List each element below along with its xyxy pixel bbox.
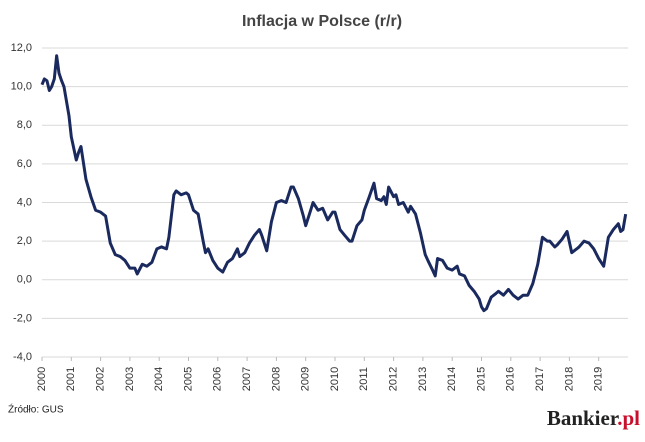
- x-tick-label: 2006: [212, 367, 224, 391]
- y-tick-label: -2,0: [13, 312, 32, 324]
- line: [40, 54, 628, 313]
- x-tick-label: 2017: [534, 367, 546, 391]
- x-tick-label: 2003: [124, 367, 136, 391]
- y-tick-label: 2,0: [17, 235, 32, 247]
- x-tick-label: 2019: [593, 367, 605, 391]
- x-tick-label: 2009: [300, 367, 312, 391]
- x-tick-label: 2013: [417, 367, 429, 391]
- x-tick-label: 2005: [182, 367, 194, 391]
- x-tick-label: 2004: [153, 367, 165, 391]
- source: Źródło: GUS: [8, 403, 64, 416]
- x-tick-label: 2001: [65, 367, 77, 391]
- y-tick-label: 12,0: [11, 42, 32, 54]
- y-tick-label: 10,0: [11, 81, 32, 93]
- x-tick-label: 2015: [475, 367, 487, 391]
- y-tick-label: 8,0: [17, 119, 32, 131]
- y-tick-label: 0,0: [17, 274, 32, 286]
- x-tick-label: 2000: [36, 367, 48, 391]
- logo-suffix: .pl: [617, 406, 640, 430]
- y-tick-label: 6,0: [17, 158, 32, 170]
- y-tick-label: 4,0: [17, 196, 32, 208]
- x-tick-label: 2010: [329, 367, 341, 391]
- y-tick-label: -4,0: [13, 351, 32, 363]
- x-tick-label: 2002: [95, 367, 107, 391]
- x-tick-label: 2008: [270, 367, 282, 391]
- x-tick-label: 2018: [563, 367, 575, 391]
- x-tick-label: 2011: [358, 367, 370, 391]
- chart-title: Inflacja w Polsce (r/r): [242, 13, 402, 30]
- logo-name: Bankier: [547, 406, 619, 430]
- logo: Bankier.pl: [547, 406, 640, 430]
- x-tick-label: 2014: [446, 367, 458, 391]
- x-tick-label: 2016: [505, 367, 517, 391]
- x-tick-label: 2007: [241, 367, 253, 391]
- x-tick-label: 2012: [388, 367, 400, 391]
